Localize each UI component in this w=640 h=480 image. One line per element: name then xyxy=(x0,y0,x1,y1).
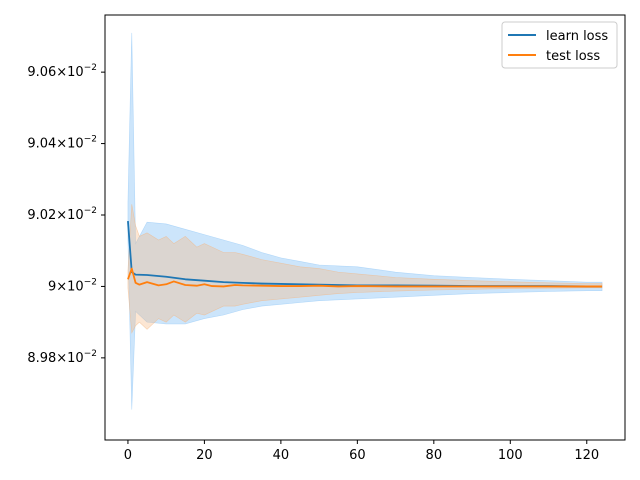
band-series-0 xyxy=(127,32,603,410)
y-tick-label: 9.04×10−2 xyxy=(27,135,97,152)
x-tick-label: 0 xyxy=(124,448,132,463)
confidence-bands xyxy=(127,32,603,410)
band-series-1 xyxy=(127,204,603,334)
plot-area-frame xyxy=(104,14,626,441)
x-tick-label: 60 xyxy=(349,448,366,463)
x-tick-label: 40 xyxy=(273,448,290,463)
legend-box xyxy=(501,21,618,69)
legend-label: learn loss xyxy=(546,29,608,44)
x-tick-label: 100 xyxy=(498,448,523,463)
y-tick-label: 9×10−2 xyxy=(48,277,97,294)
y-tick-label: 9.06×10−2 xyxy=(27,63,97,80)
legend-label: test loss xyxy=(546,49,600,64)
x-tick-label: 20 xyxy=(196,448,213,463)
line-series-1 xyxy=(127,267,603,288)
series-lines xyxy=(127,221,603,288)
x-tick-label: 120 xyxy=(574,448,599,463)
y-tick-label: 8.98×10−2 xyxy=(27,349,97,366)
legend: learn loss test loss xyxy=(501,21,618,69)
x-axis: 0 20 40 60 80 100 120 xyxy=(124,440,599,463)
y-tick-label: 9.02×10−2 xyxy=(27,206,97,223)
y-axis: 8.98×10−2 9×10−2 9.02×10−2 9.04×10−2 9.06×10… xyxy=(27,63,105,366)
x-tick-label: 80 xyxy=(426,448,443,463)
